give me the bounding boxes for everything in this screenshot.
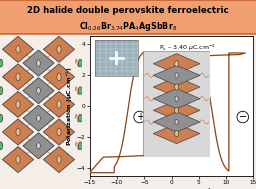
Circle shape xyxy=(37,142,40,149)
Circle shape xyxy=(175,73,178,78)
Y-axis label: Polarization (μC.cm$^{-2}$): Polarization (μC.cm$^{-2}$) xyxy=(65,66,76,146)
Polygon shape xyxy=(44,36,74,62)
Circle shape xyxy=(78,114,82,122)
Polygon shape xyxy=(23,78,54,104)
Circle shape xyxy=(0,59,3,67)
Polygon shape xyxy=(3,36,34,62)
Polygon shape xyxy=(3,64,34,90)
Polygon shape xyxy=(23,105,54,131)
Circle shape xyxy=(16,73,20,81)
Circle shape xyxy=(0,87,3,94)
Circle shape xyxy=(37,60,40,67)
Polygon shape xyxy=(23,50,54,76)
Circle shape xyxy=(37,87,40,94)
Circle shape xyxy=(16,128,20,136)
Circle shape xyxy=(175,96,178,101)
Circle shape xyxy=(175,60,179,67)
Polygon shape xyxy=(44,64,74,90)
Circle shape xyxy=(175,119,178,125)
Polygon shape xyxy=(44,91,74,117)
Text: +: + xyxy=(136,112,144,122)
Circle shape xyxy=(37,115,40,122)
Circle shape xyxy=(78,59,82,67)
Polygon shape xyxy=(44,146,74,173)
Text: P$_s$ – 3.40 $\mu$C.cm$^{-2}$: P$_s$ – 3.40 $\mu$C.cm$^{-2}$ xyxy=(159,43,217,53)
Circle shape xyxy=(57,73,61,81)
Polygon shape xyxy=(153,112,200,132)
Circle shape xyxy=(16,101,20,108)
Circle shape xyxy=(0,114,3,122)
Circle shape xyxy=(57,156,61,163)
Polygon shape xyxy=(3,119,34,145)
Polygon shape xyxy=(153,100,200,120)
Circle shape xyxy=(0,142,3,150)
Polygon shape xyxy=(3,146,34,173)
Text: −: − xyxy=(239,112,247,122)
Polygon shape xyxy=(153,54,200,74)
Circle shape xyxy=(175,130,179,137)
Circle shape xyxy=(57,128,61,136)
FancyBboxPatch shape xyxy=(143,51,210,157)
Text: 2D halide double perovskite ferroelectric: 2D halide double perovskite ferroelectri… xyxy=(27,6,229,15)
Polygon shape xyxy=(153,77,200,97)
Polygon shape xyxy=(153,124,200,144)
Circle shape xyxy=(78,87,82,94)
Circle shape xyxy=(57,101,61,108)
Polygon shape xyxy=(44,119,74,145)
Circle shape xyxy=(57,46,61,53)
Circle shape xyxy=(78,142,82,150)
Polygon shape xyxy=(23,133,54,159)
X-axis label: Electric Field (kV.cm$^{-1}$): Electric Field (kV.cm$^{-1}$) xyxy=(127,186,216,189)
Polygon shape xyxy=(153,89,200,109)
Polygon shape xyxy=(153,65,200,85)
Circle shape xyxy=(175,84,179,90)
Polygon shape xyxy=(3,91,34,117)
FancyBboxPatch shape xyxy=(0,0,256,34)
Circle shape xyxy=(16,46,20,53)
Circle shape xyxy=(175,107,179,113)
Text: Cl$_{0.26}$Br$_{3.74}$PA$_4$AgSbBr$_8$: Cl$_{0.26}$Br$_{3.74}$PA$_4$AgSbBr$_8$ xyxy=(79,20,177,33)
Circle shape xyxy=(16,156,20,163)
